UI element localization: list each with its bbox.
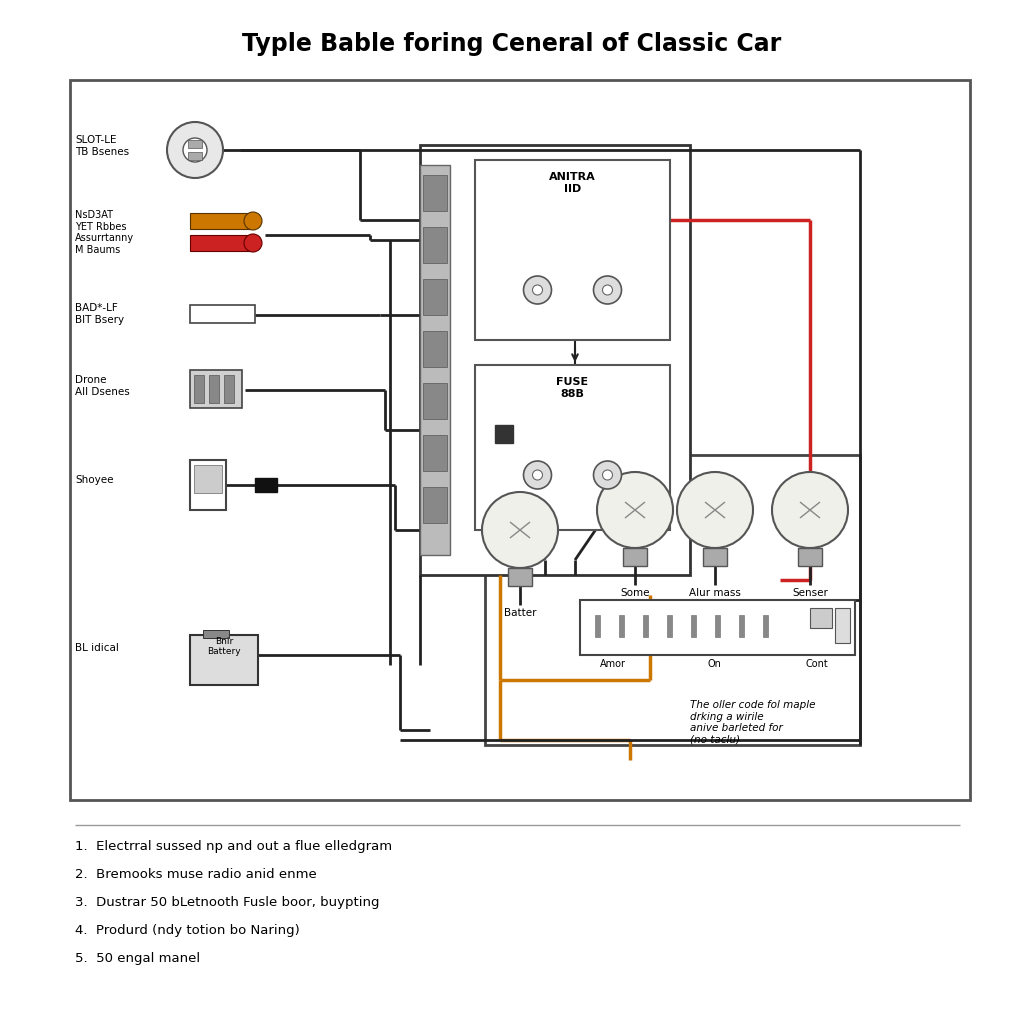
Text: 5.  50 engal manel: 5. 50 engal manel (75, 952, 200, 965)
Bar (70, 80, 970, 800)
Bar (423, 383, 447, 419)
Circle shape (532, 285, 543, 295)
Text: NsD3AT
YET Rbbes
Assurrtanny
M Baums: NsD3AT YET Rbbes Assurrtanny M Baums (75, 210, 134, 255)
Circle shape (602, 470, 612, 480)
Bar (423, 487, 447, 523)
Circle shape (597, 472, 673, 548)
Bar (810, 608, 831, 628)
Bar (190, 305, 255, 323)
Text: FUSE
88B: FUSE 88B (556, 377, 589, 398)
Bar (623, 548, 647, 566)
Bar (190, 213, 250, 229)
Bar (423, 331, 447, 367)
Bar (203, 630, 229, 638)
Bar (835, 608, 850, 643)
Circle shape (594, 461, 622, 489)
Bar (420, 165, 450, 555)
Bar (190, 234, 250, 251)
Text: Typle Bable foring Ceneral of Classic Car: Typle Bable foring Ceneral of Classic Ca… (243, 32, 781, 56)
Circle shape (244, 234, 262, 252)
Circle shape (167, 122, 223, 178)
Bar (423, 227, 447, 263)
Bar (224, 375, 234, 403)
Bar (580, 600, 855, 655)
Bar (798, 548, 822, 566)
Text: Bnir
Battery: Bnir Battery (207, 637, 241, 656)
Bar (194, 375, 204, 403)
Text: ANITRA
IID: ANITRA IID (549, 172, 596, 194)
Circle shape (523, 461, 552, 489)
Bar (190, 460, 226, 510)
Bar (495, 425, 513, 443)
Bar (595, 615, 600, 637)
Bar (739, 615, 744, 637)
Bar (643, 615, 648, 637)
Text: Amor: Amor (600, 659, 626, 669)
Text: 3.  Dustrar 50 bLetnooth Fusle boor, buypting: 3. Dustrar 50 bLetnooth Fusle boor, buyp… (75, 896, 380, 909)
Bar (691, 615, 696, 637)
Bar (475, 160, 670, 340)
Text: SLOT-LE
TB Bsenes: SLOT-LE TB Bsenes (75, 135, 129, 157)
Bar (423, 175, 447, 211)
Bar (190, 370, 242, 408)
Bar (188, 140, 202, 148)
Bar (255, 478, 278, 492)
Circle shape (532, 470, 543, 480)
Text: On: On (708, 659, 721, 669)
Bar (190, 635, 258, 685)
Text: The oller code fol maple
drking a wirile
anive barleted for
(no taclu): The oller code fol maple drking a wirile… (690, 700, 815, 744)
Text: Some: Some (621, 588, 650, 598)
Text: Alur mass: Alur mass (689, 588, 741, 598)
Bar (485, 455, 860, 745)
Bar (715, 615, 720, 637)
Circle shape (482, 492, 558, 568)
Bar (763, 615, 768, 637)
Text: Batter: Batter (504, 608, 537, 618)
Text: BAD*-LF
BIT Bsery: BAD*-LF BIT Bsery (75, 303, 124, 325)
Text: Senser: Senser (792, 588, 828, 598)
Bar (423, 435, 447, 471)
Bar (703, 548, 727, 566)
Text: Drone
All Dsenes: Drone All Dsenes (75, 375, 130, 396)
Text: Cont: Cont (805, 659, 827, 669)
Bar (667, 615, 672, 637)
Text: 2.  Bremooks muse radio anid enme: 2. Bremooks muse radio anid enme (75, 868, 316, 881)
Circle shape (772, 472, 848, 548)
Text: Shoyee: Shoyee (75, 475, 114, 485)
Circle shape (677, 472, 753, 548)
Bar (188, 152, 202, 160)
Bar (423, 279, 447, 315)
Circle shape (244, 212, 262, 230)
Text: BL idical: BL idical (75, 643, 119, 653)
Bar (618, 615, 624, 637)
Circle shape (523, 276, 552, 304)
Bar (475, 365, 670, 530)
Bar (194, 465, 222, 493)
Text: 1.  Electrral sussed np and out a flue elledgram: 1. Electrral sussed np and out a flue el… (75, 840, 392, 853)
Bar (420, 145, 690, 575)
Bar (508, 568, 532, 586)
Circle shape (594, 276, 622, 304)
Circle shape (602, 285, 612, 295)
Bar (209, 375, 219, 403)
Text: 4.  Produrd (ndy totion bo Naring): 4. Produrd (ndy totion bo Naring) (75, 924, 300, 937)
Circle shape (183, 138, 207, 162)
